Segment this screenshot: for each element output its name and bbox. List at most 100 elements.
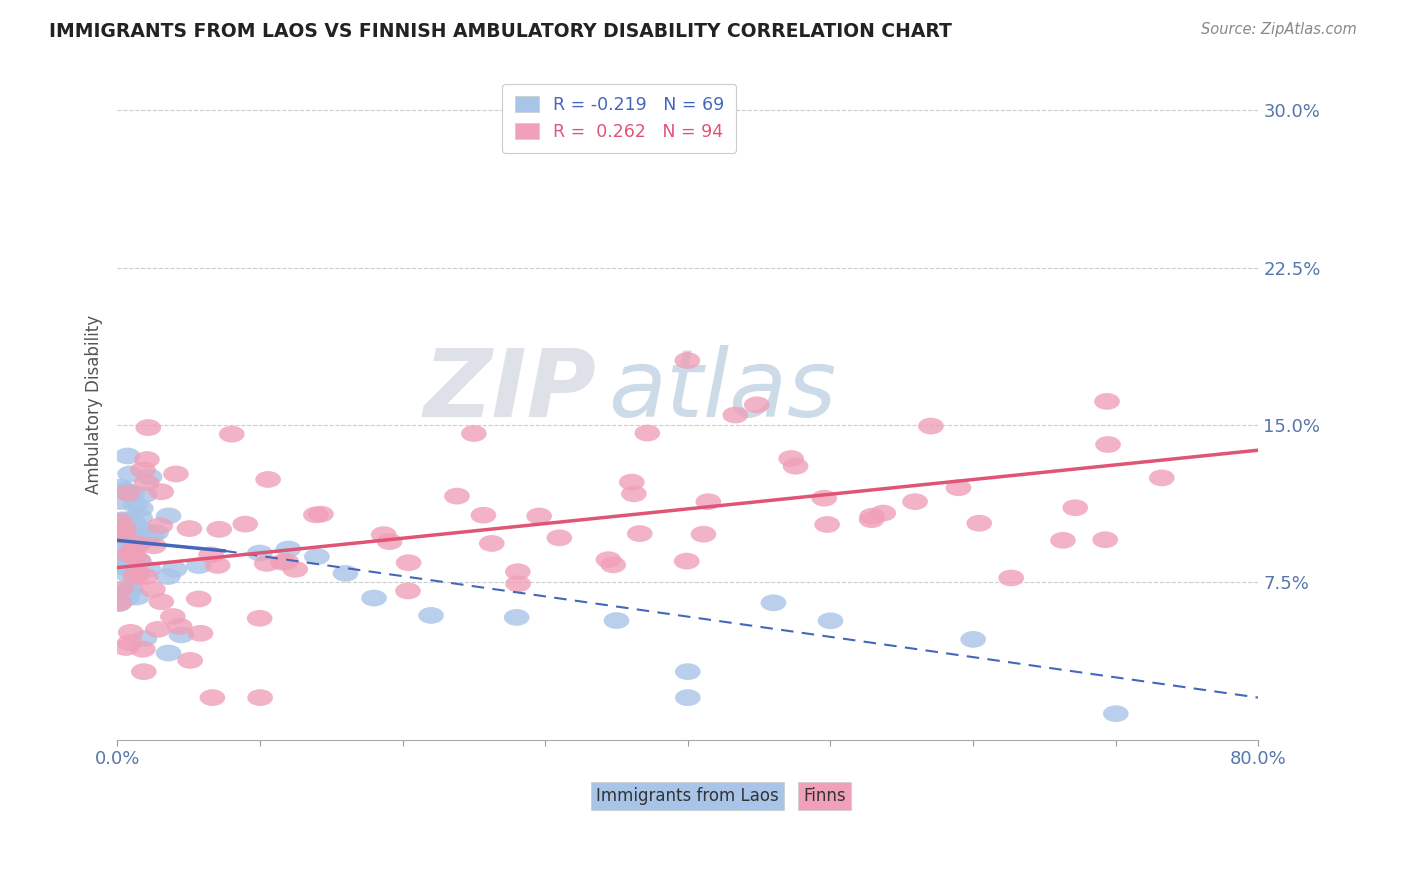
Ellipse shape bbox=[129, 521, 155, 538]
Ellipse shape bbox=[177, 652, 202, 669]
Ellipse shape bbox=[125, 564, 150, 581]
Ellipse shape bbox=[232, 516, 259, 533]
Ellipse shape bbox=[105, 518, 132, 534]
Ellipse shape bbox=[136, 468, 163, 485]
Ellipse shape bbox=[177, 520, 202, 537]
Ellipse shape bbox=[125, 536, 150, 552]
Ellipse shape bbox=[117, 582, 142, 599]
Ellipse shape bbox=[461, 425, 486, 442]
Ellipse shape bbox=[115, 484, 141, 501]
Ellipse shape bbox=[143, 524, 169, 541]
Ellipse shape bbox=[1092, 532, 1118, 548]
Ellipse shape bbox=[111, 527, 136, 544]
Ellipse shape bbox=[128, 500, 153, 516]
Ellipse shape bbox=[418, 607, 444, 624]
Ellipse shape bbox=[675, 690, 700, 706]
Ellipse shape bbox=[120, 541, 145, 558]
Ellipse shape bbox=[256, 471, 281, 488]
Ellipse shape bbox=[627, 525, 652, 542]
Ellipse shape bbox=[122, 540, 148, 557]
Ellipse shape bbox=[135, 561, 162, 578]
Ellipse shape bbox=[675, 352, 700, 369]
Ellipse shape bbox=[105, 538, 132, 554]
Ellipse shape bbox=[110, 511, 135, 528]
Ellipse shape bbox=[444, 488, 470, 505]
Ellipse shape bbox=[276, 541, 301, 558]
Ellipse shape bbox=[690, 525, 716, 542]
Ellipse shape bbox=[107, 513, 132, 530]
Text: Immigrants from Laos: Immigrants from Laos bbox=[596, 787, 779, 805]
Ellipse shape bbox=[117, 519, 143, 536]
Ellipse shape bbox=[115, 583, 142, 600]
Ellipse shape bbox=[134, 531, 160, 548]
Ellipse shape bbox=[105, 595, 132, 612]
Ellipse shape bbox=[118, 515, 145, 531]
Ellipse shape bbox=[163, 466, 188, 483]
Ellipse shape bbox=[621, 485, 647, 502]
Ellipse shape bbox=[207, 521, 232, 538]
Ellipse shape bbox=[304, 549, 330, 565]
Ellipse shape bbox=[115, 546, 141, 563]
Ellipse shape bbox=[603, 612, 630, 629]
Ellipse shape bbox=[117, 634, 143, 651]
Ellipse shape bbox=[124, 589, 149, 606]
Ellipse shape bbox=[117, 511, 142, 528]
Text: atlas: atlas bbox=[607, 345, 837, 436]
Ellipse shape bbox=[111, 557, 136, 573]
Ellipse shape bbox=[110, 551, 135, 567]
Ellipse shape bbox=[139, 525, 165, 542]
Ellipse shape bbox=[107, 479, 134, 495]
Ellipse shape bbox=[115, 535, 142, 552]
Ellipse shape bbox=[111, 482, 136, 498]
Ellipse shape bbox=[526, 508, 553, 524]
Ellipse shape bbox=[596, 551, 621, 568]
Ellipse shape bbox=[675, 664, 700, 680]
Ellipse shape bbox=[148, 517, 173, 534]
Ellipse shape bbox=[859, 508, 884, 524]
Text: Finns: Finns bbox=[803, 787, 846, 805]
Ellipse shape bbox=[361, 590, 387, 607]
Ellipse shape bbox=[205, 558, 231, 574]
Ellipse shape bbox=[127, 552, 152, 569]
Ellipse shape bbox=[112, 639, 139, 656]
Ellipse shape bbox=[118, 515, 143, 532]
Ellipse shape bbox=[111, 520, 136, 537]
Ellipse shape bbox=[114, 516, 141, 533]
Ellipse shape bbox=[818, 613, 844, 629]
Ellipse shape bbox=[141, 581, 166, 598]
Ellipse shape bbox=[117, 514, 142, 531]
Legend: R = -0.219   N = 69, R =  0.262   N = 94: R = -0.219 N = 69, R = 0.262 N = 94 bbox=[502, 84, 737, 153]
Ellipse shape bbox=[186, 558, 212, 574]
Ellipse shape bbox=[118, 542, 143, 559]
Ellipse shape bbox=[744, 396, 769, 413]
Ellipse shape bbox=[600, 557, 626, 574]
Ellipse shape bbox=[1050, 532, 1076, 549]
Ellipse shape bbox=[155, 568, 181, 585]
Ellipse shape bbox=[998, 570, 1024, 586]
Ellipse shape bbox=[187, 625, 214, 641]
Ellipse shape bbox=[132, 568, 159, 585]
Ellipse shape bbox=[134, 475, 159, 491]
Ellipse shape bbox=[122, 497, 148, 513]
Ellipse shape bbox=[870, 505, 896, 522]
Ellipse shape bbox=[503, 609, 530, 626]
Ellipse shape bbox=[918, 417, 943, 434]
Ellipse shape bbox=[120, 485, 145, 501]
Ellipse shape bbox=[132, 630, 157, 647]
Ellipse shape bbox=[304, 507, 329, 524]
Ellipse shape bbox=[247, 610, 273, 627]
Text: Source: ZipAtlas.com: Source: ZipAtlas.com bbox=[1201, 22, 1357, 37]
Ellipse shape bbox=[186, 591, 211, 607]
Ellipse shape bbox=[859, 511, 884, 528]
Ellipse shape bbox=[156, 508, 181, 524]
Ellipse shape bbox=[107, 594, 132, 611]
Ellipse shape bbox=[377, 533, 402, 550]
Ellipse shape bbox=[125, 552, 150, 568]
Ellipse shape bbox=[111, 559, 138, 575]
Ellipse shape bbox=[112, 530, 138, 547]
Text: ZIP: ZIP bbox=[423, 344, 596, 436]
Ellipse shape bbox=[603, 134, 630, 151]
Ellipse shape bbox=[247, 690, 273, 706]
Ellipse shape bbox=[761, 594, 786, 611]
Ellipse shape bbox=[505, 575, 531, 592]
